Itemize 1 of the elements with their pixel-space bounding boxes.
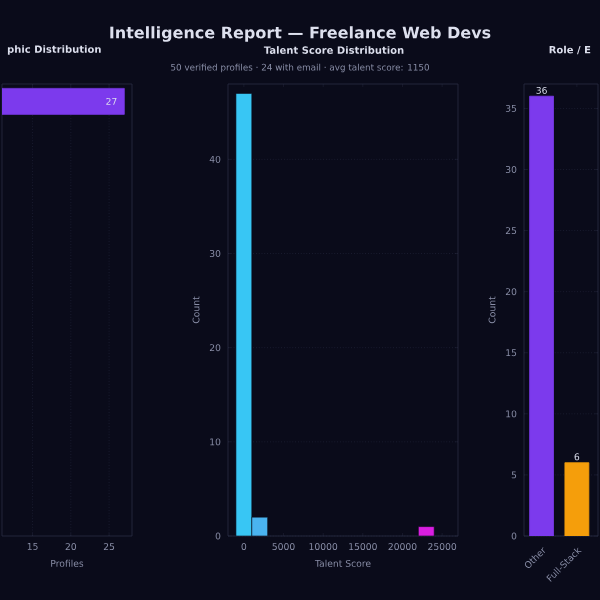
text: Intelligence Report — Freelance Web Devs: [110, 26, 491, 42]
